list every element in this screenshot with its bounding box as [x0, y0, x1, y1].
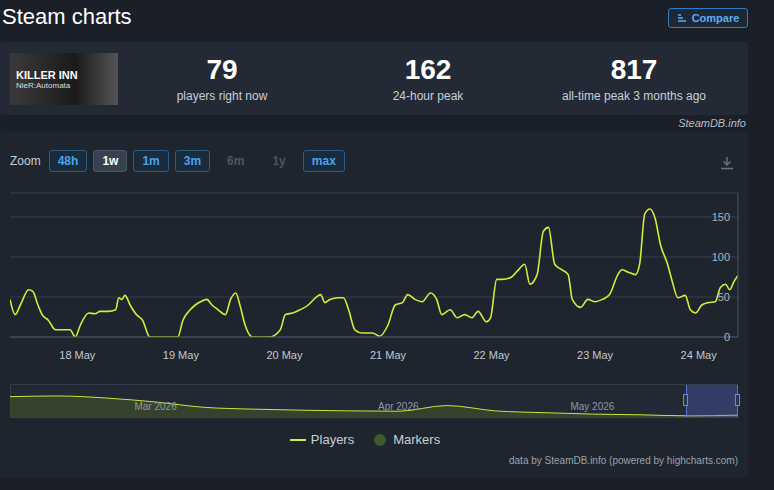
html-text:Steam charts: Steam charts — [2, 4, 132, 29]
html-text:Compare: Compare — [691, 12, 740, 24]
html-text:48h: 48h — [57, 154, 79, 168]
html-text:data by SteamDB.info (powered: data by SteamDB.info (powered by highcha… — [509, 455, 738, 466]
html-text:162: 162 — [404, 54, 452, 85]
svg-text:19 May: 19 May — [163, 349, 200, 361]
svg-text:0: 0 — [724, 331, 730, 343]
html-text:Players: Players — [310, 432, 355, 447]
html-text:6m: 6m — [227, 154, 245, 168]
html-text:1w: 1w — [102, 154, 119, 168]
svg-text:100: 100 — [712, 251, 730, 263]
svg-text:150: 150 — [712, 211, 730, 223]
html-text:players right now: players right now — [176, 89, 268, 103]
svg-text:Mar 2026: Mar 2026 — [134, 401, 177, 412]
svg-text:21 May: 21 May — [370, 349, 407, 361]
html-text:79: 79 — [206, 54, 238, 85]
svg-text:24 May: 24 May — [681, 349, 718, 361]
svg-text:Apr 2026: Apr 2026 — [378, 401, 419, 412]
svg-text:50: 50 — [718, 291, 730, 303]
svg-text:20 May: 20 May — [266, 349, 303, 361]
html-text:Markers: Markers — [393, 432, 441, 447]
html-text:max: max — [311, 154, 336, 168]
svg-text:22 May: 22 May — [473, 349, 510, 361]
html-text:Zoom: Zoom — [10, 154, 41, 168]
html-text:1y: 1y — [272, 154, 286, 168]
html-text:1m: 1m — [142, 154, 160, 168]
html-text:817: 817 — [610, 54, 658, 85]
html-text:KILLER INN: KILLER INN — [16, 68, 78, 81]
svg-text:23 May: 23 May — [577, 349, 614, 361]
html-text:24-hour peak: 24-hour peak — [392, 89, 464, 103]
html-text:SteamDB.info: SteamDB.info — [678, 117, 746, 129]
html-text:all-time peak 3 months ago: all-time peak 3 months ago — [562, 89, 706, 103]
html-text:NieR:Automata: NieR:Automata — [16, 80, 71, 90]
svg-text:May 2026: May 2026 — [570, 401, 614, 412]
svg-text:18 May: 18 May — [59, 349, 96, 361]
html-text:3m: 3m — [183, 154, 202, 168]
